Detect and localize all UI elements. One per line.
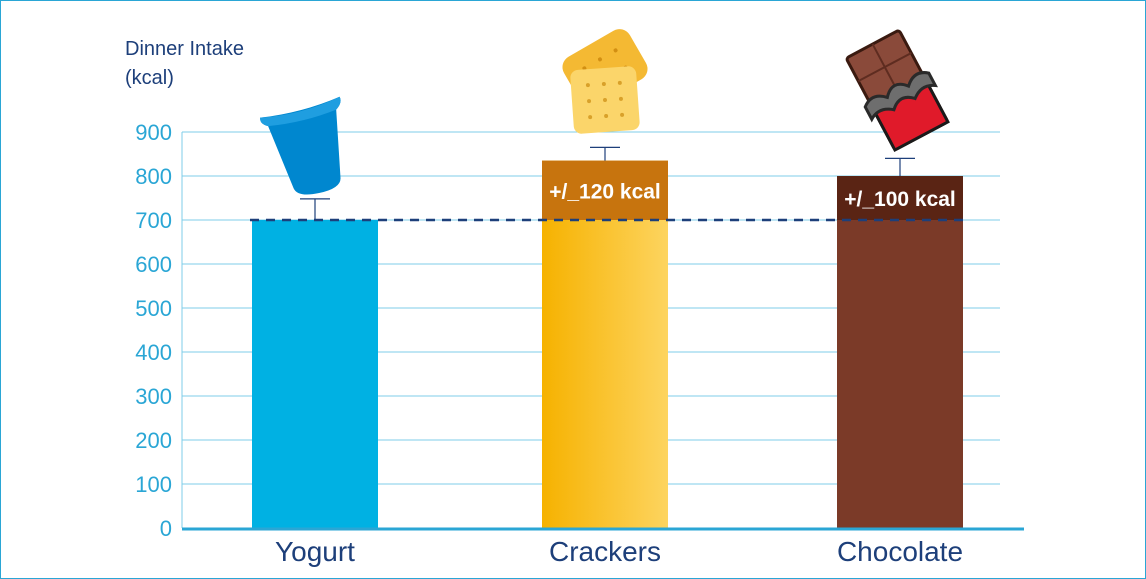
y-tick-label-400: 400 xyxy=(135,340,172,365)
y-tick-label-100: 100 xyxy=(135,472,172,497)
y-tick-label-0: 0 xyxy=(160,516,172,541)
y-axis-label-line-1: Dinner Intake xyxy=(125,38,244,60)
annotation-crackers: +/_120 kcal xyxy=(549,180,661,203)
x-tick-label-crackers: Crackers xyxy=(549,536,661,567)
y-tick-label-600: 600 xyxy=(135,252,172,277)
y-tick-label-200: 200 xyxy=(135,428,172,453)
y-tick-label-800: 800 xyxy=(135,164,172,189)
bar-excess-band-crackers xyxy=(542,160,668,220)
chocolate-bar-icon xyxy=(845,29,950,153)
cracker-icon xyxy=(562,29,648,134)
annotations: +/_120 kcal +/_100 kcal xyxy=(549,180,956,211)
x-tick-label-yogurt: Yogurt xyxy=(275,536,355,567)
y-tick-label-700: 700 xyxy=(135,208,172,233)
bar-yogurt xyxy=(252,220,378,528)
y-tick-label-900: 900 xyxy=(135,120,172,145)
error-bars xyxy=(300,146,915,220)
y-axis-ticks: 0 100 200 300 400 500 600 700 800 900 xyxy=(135,120,172,541)
bars xyxy=(252,160,963,528)
yogurt-cup-icon xyxy=(260,96,341,195)
y-tick-label-500: 500 xyxy=(135,296,172,321)
x-tick-label-chocolate: Chocolate xyxy=(837,536,963,567)
bar-chocolate xyxy=(837,176,963,528)
y-tick-label-300: 300 xyxy=(135,384,172,409)
bar-excess-band-chocolate xyxy=(837,176,963,220)
x-axis-ticks: Yogurt Crackers Chocolate xyxy=(275,536,963,567)
annotation-chocolate: +/_100 kcal xyxy=(844,188,956,211)
y-axis-label-line-2: (kcal) xyxy=(125,67,174,89)
bar-crackers xyxy=(542,160,668,528)
